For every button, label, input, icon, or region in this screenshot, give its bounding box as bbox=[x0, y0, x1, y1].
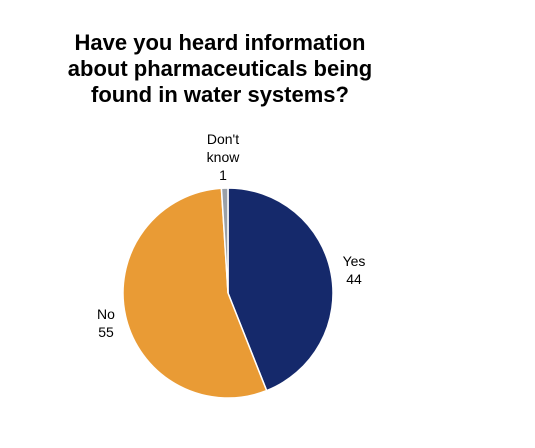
slice-label-yes-text: Yes bbox=[342, 253, 366, 269]
chart-title-line-1: Have you heard information bbox=[74, 30, 366, 55]
chart-title-line-2: about pharmaceuticals being bbox=[67, 56, 373, 81]
slice-value-dont-know: 1 bbox=[219, 167, 227, 183]
slice-label-dont-know-line-1: Don't bbox=[206, 131, 240, 147]
slice-value-no: 55 bbox=[98, 324, 114, 340]
slice-label-yes: Yes 44 bbox=[334, 252, 374, 288]
pie-slices bbox=[122, 187, 334, 399]
slice-label-no-text: No bbox=[97, 306, 115, 322]
chart-title: Have you heard information about pharmac… bbox=[40, 30, 400, 108]
pie-slice-dont-know bbox=[220, 187, 229, 294]
slice-label-no: No 55 bbox=[88, 305, 124, 341]
pie-slice-yes bbox=[227, 187, 334, 392]
slice-label-dont-know-line-2: know bbox=[206, 149, 240, 165]
slice-value-yes: 44 bbox=[346, 271, 362, 287]
pie-slice-no bbox=[122, 187, 268, 399]
slice-label-dont-know: Don't know 1 bbox=[196, 130, 250, 184]
chart-title-line-3: found in water systems? bbox=[91, 82, 349, 107]
